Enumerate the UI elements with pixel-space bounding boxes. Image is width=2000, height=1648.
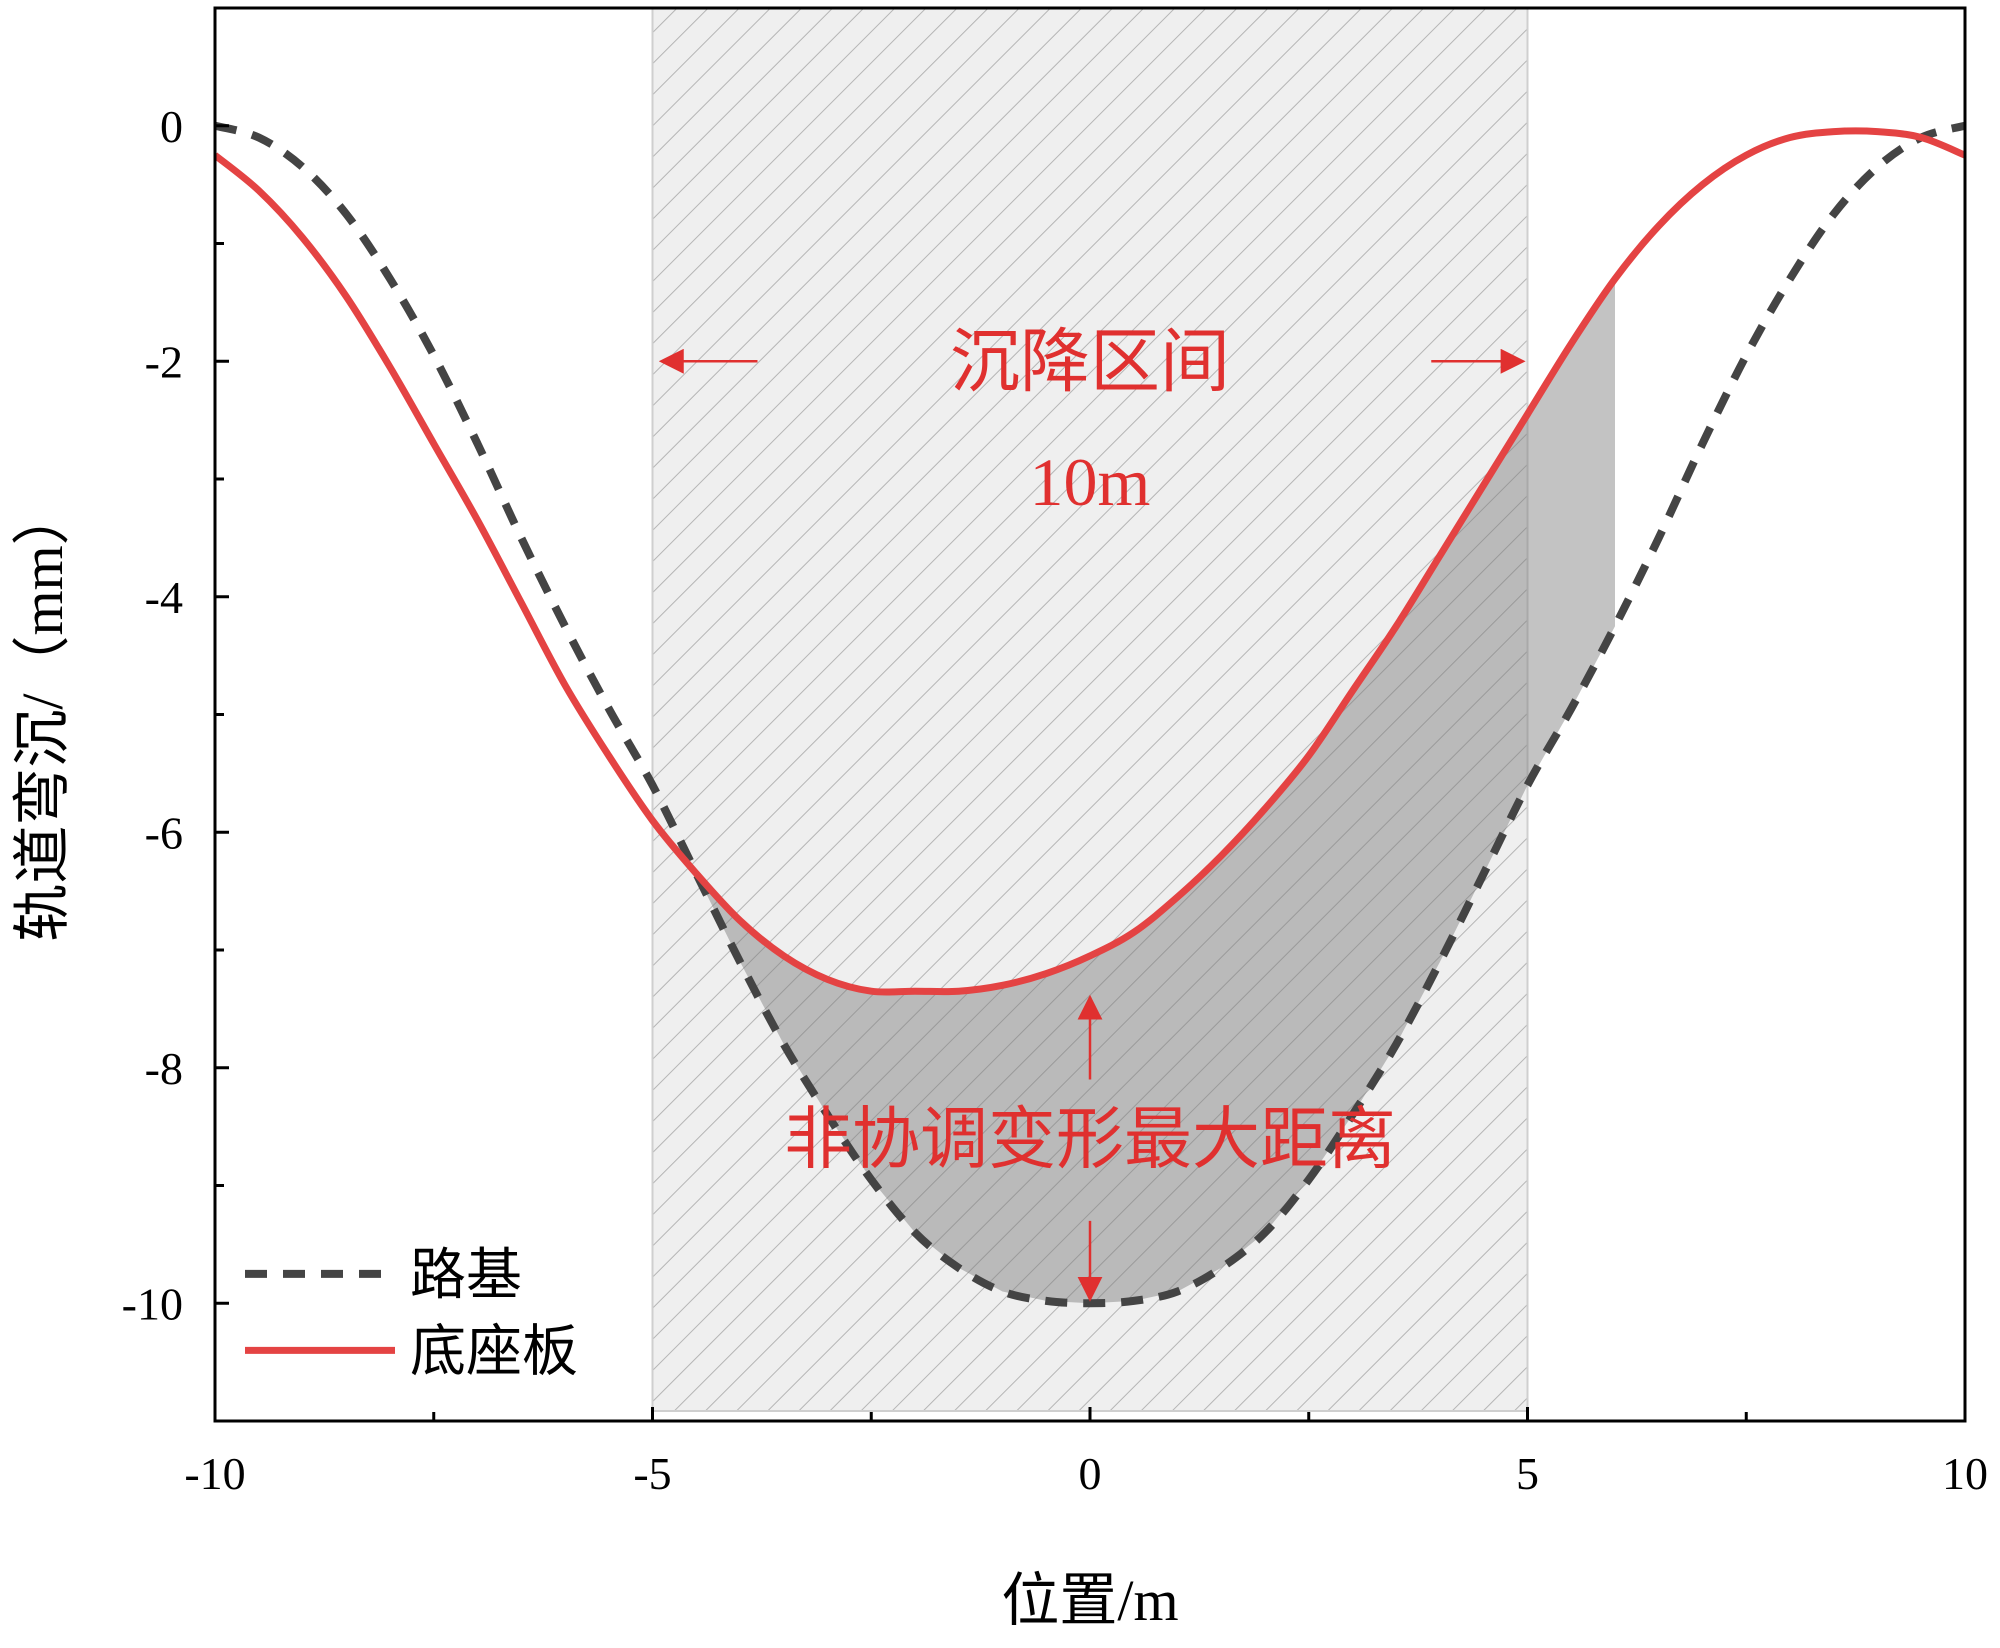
- x-tick-label: 5: [1516, 1448, 1539, 1499]
- x-tick-label: -10: [184, 1448, 245, 1499]
- deformation-gap-area: [565, 278, 1615, 1304]
- x-tick-label: -5: [633, 1448, 671, 1499]
- y-axis-title: 轨道弯沉/（mm）: [10, 487, 75, 941]
- y-tick-label: -6: [145, 807, 183, 858]
- x-tick-label: 0: [1079, 1448, 1102, 1499]
- x-tick-label: 10: [1942, 1448, 1988, 1499]
- y-tick-label: -4: [145, 572, 183, 623]
- y-axis-ticks: 0 -2 -4 -6 -8 -10: [122, 6, 229, 1423]
- legend: 路基 底座板: [245, 1245, 578, 1383]
- y-tick-label: -8: [145, 1043, 183, 1094]
- y-tick-label: -10: [122, 1278, 183, 1329]
- settlement-zone-label: 沉降区间: [950, 324, 1230, 401]
- settlement-zone-length-label: 10m: [1030, 444, 1151, 520]
- max-gap-label: 非协调变形最大距离: [784, 1101, 1396, 1177]
- x-axis-title: 位置/m: [1001, 1568, 1178, 1633]
- legend-label-base-slab: 底座板: [410, 1321, 578, 1383]
- y-tick-label: -2: [145, 336, 183, 387]
- y-tick-label: 0: [160, 101, 183, 152]
- series-line-base-slab: [215, 127, 1965, 996]
- axes-frame: -10 -5 0 5 10 0 -2 -4 -6 -8 -10: [122, 6, 1988, 1499]
- x-axis-ticks: -10 -5 0 5 10: [184, 1407, 1988, 1499]
- settlement-zone: [651, 7, 1529, 1412]
- legend-label-subgrade: 路基: [410, 1245, 522, 1307]
- series-line-subgrade: [215, 121, 1965, 1308]
